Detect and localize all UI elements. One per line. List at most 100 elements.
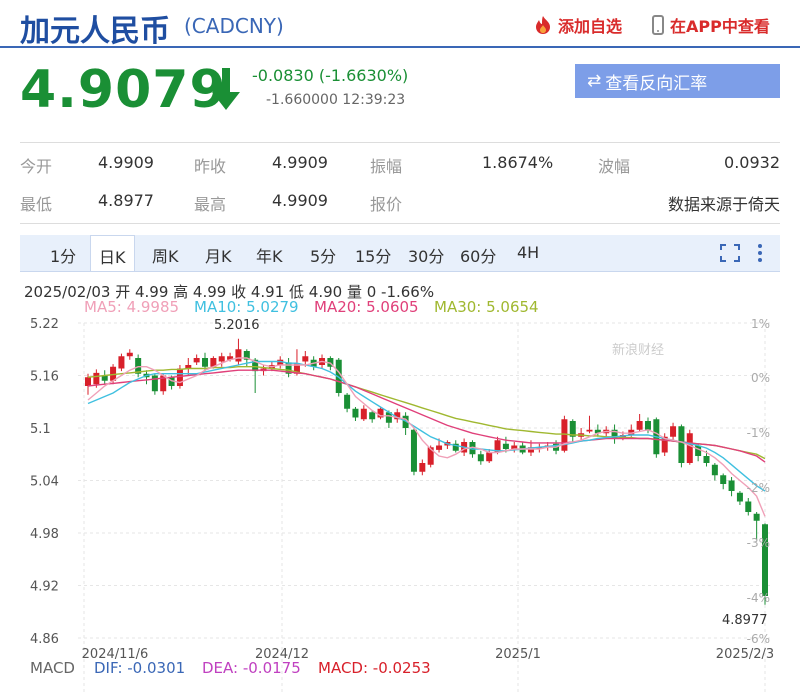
ma10-line: [87, 360, 766, 492]
tab-15min[interactable]: 15分: [355, 247, 392, 266]
candle-body: [469, 442, 476, 455]
pct-tick-label: -3%: [747, 536, 770, 550]
candle-body: [711, 464, 718, 476]
y-tick-label: 5.22: [30, 317, 59, 332]
tab-monthly[interactable]: 月K: [205, 247, 232, 266]
y-tick-label: 4.92: [30, 580, 59, 595]
page-title: 加元人民币: [20, 14, 170, 49]
candle-body: [419, 463, 426, 472]
reverse-rate-button[interactable]: ⇄ 查看反向汇率: [575, 64, 780, 98]
candle-body: [344, 394, 351, 409]
open-app-label: 在APP中查看: [670, 17, 770, 36]
candle-body: [394, 412, 401, 420]
pct-tick-label: -2%: [747, 481, 770, 495]
candle-body: [352, 408, 359, 418]
tab-60min[interactable]: 60分: [460, 247, 497, 266]
high-label: 最高: [194, 195, 227, 214]
candle-body: [168, 377, 175, 386]
ma5-line: [87, 357, 766, 517]
y-tick-label: 4.86: [30, 632, 59, 647]
fullscreen-icon[interactable]: [720, 244, 740, 262]
candle-body: [110, 366, 117, 381]
candle-body: [360, 408, 367, 420]
candle-body: [369, 412, 376, 420]
data-source: 数据来源于倚天: [667, 195, 780, 214]
tab-4h[interactable]: 4H: [517, 243, 540, 262]
tab-weekly[interactable]: 周K: [152, 247, 179, 266]
candle-body: [636, 421, 643, 430]
add-watchlist-button[interactable]: 添加自选: [532, 13, 622, 37]
x-tick-label: 2024/12: [255, 647, 309, 662]
candle-info-text: 2025/02/03 开 4.99 高 4.99 收 4.91 低 4.90 量…: [24, 283, 435, 301]
chart-tabs: 1分 日K 周K 月K 年K 5分 15分 30分 60分 4H: [20, 235, 780, 272]
phone-icon: [652, 15, 664, 35]
candle-body: [227, 356, 234, 360]
candle-body: [753, 513, 760, 521]
candle-body: [218, 356, 225, 362]
candle-body: [678, 426, 685, 463]
y-tick-label: 5.04: [30, 475, 59, 490]
candle-body: [85, 377, 91, 386]
candle-body: [644, 421, 651, 430]
ma5-label: MA5: 4.9985: [84, 298, 180, 316]
more-icon[interactable]: [756, 243, 764, 263]
tab-daily[interactable]: 日K: [90, 235, 135, 271]
candle-body: [720, 475, 727, 484]
candle-body: [586, 429, 593, 432]
candle-body: [243, 351, 250, 360]
pct-tick-label: -6%: [747, 632, 770, 646]
candle-body: [436, 445, 443, 450]
candle-body: [385, 412, 392, 423]
candle-body: [494, 440, 501, 453]
candle-body: [728, 480, 735, 491]
candle-body: [101, 375, 108, 381]
candle-body: [151, 375, 158, 392]
candle-body: [293, 363, 300, 374]
candle-body: [670, 426, 677, 437]
candle-body: [611, 429, 618, 439]
flame-icon: [536, 16, 550, 34]
candle-body: [486, 452, 493, 462]
add-watchlist-label: 添加自选: [558, 17, 623, 36]
candle-body: [619, 435, 626, 439]
candle-body: [410, 429, 417, 472]
x-tick-label: 2025/1: [495, 647, 541, 662]
tab-30min[interactable]: 30分: [408, 247, 445, 266]
reverse-rate-label: 查看反向汇率: [605, 73, 708, 94]
tab-1min[interactable]: 1分: [50, 247, 77, 266]
header: 加元人民币 (CADCNY) 添加自选 在APP中查看: [0, 0, 800, 49]
low-label: 最低: [20, 195, 53, 214]
candle-body: [285, 362, 292, 374]
price-change-detail: -1.660000 12:39:23: [266, 92, 406, 108]
y-tick-label: 5.16: [30, 370, 59, 385]
amplitude-label: 振幅: [370, 157, 403, 176]
amplitude-value: 1.8674%: [482, 153, 554, 172]
macd-dea: DEA: -0.0175: [202, 659, 301, 677]
currency-code: (CADCNY): [184, 14, 284, 38]
ma10-label: MA10: 5.0279: [194, 298, 299, 316]
candle-body: [176, 368, 183, 386]
candle-body: [327, 358, 334, 367]
candle-body: [511, 445, 518, 449]
pct-tick-label: -1%: [747, 426, 770, 440]
open-label: 今开: [20, 157, 53, 176]
macd-label: MACD: [30, 659, 75, 677]
open-app-button[interactable]: 在APP中查看: [652, 13, 770, 37]
candle-body: [703, 456, 710, 463]
candle-body: [502, 443, 509, 449]
candle-body: [745, 501, 752, 512]
open-value: 4.9909: [98, 153, 154, 172]
tab-yearly[interactable]: 年K: [256, 247, 283, 266]
low-annotation: 4.8977: [722, 613, 768, 628]
y-tick-label: 5.1: [30, 422, 51, 437]
quote-label: 报价: [370, 195, 403, 214]
ma20-label: MA20: 5.0605: [314, 298, 419, 316]
tab-5min[interactable]: 5分: [310, 247, 337, 266]
watermark: 新浪财经: [612, 342, 664, 358]
candle-body: [695, 445, 702, 456]
prev-close-label: 昨收: [194, 157, 227, 176]
x-tick-label: 2024/11/6: [82, 647, 149, 662]
macd-value: MACD: -0.0253: [318, 659, 431, 677]
arrow-down-icon: [212, 68, 240, 110]
